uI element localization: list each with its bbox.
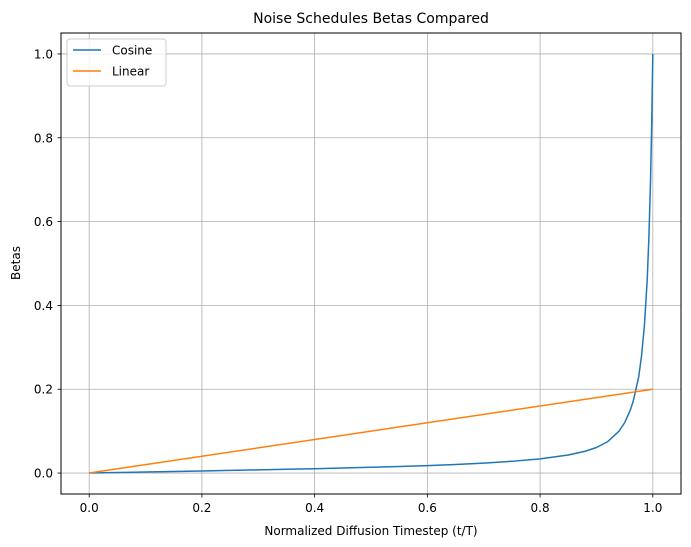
legend-label-cosine: Cosine [112,44,152,58]
y-tick-label: 1.0 [34,47,53,61]
grid-lines [61,33,681,494]
x-axis-label: Normalized Diffusion Timestep (t/T) [264,524,477,538]
legend: Cosine Linear [66,38,167,87]
x-tick-label: 0.8 [531,501,550,515]
y-tick-label: 0.6 [34,215,53,229]
series-line-linear [89,388,653,474]
y-tick-label: 0.4 [34,299,53,313]
y-tick-label: 0.8 [34,131,53,145]
plot-area-frame [60,32,682,495]
x-tick-label: 1.0 [643,501,662,515]
y-axis-label: Betas [9,246,23,280]
x-tick-label: 0.2 [192,501,211,515]
axis-ticks: 0.0 0.2 0.4 0.6 0.8 1.0 0.0 0.2 0.4 0.6 0.8 1.0 [34,47,662,515]
legend-label-linear: Linear [112,65,149,79]
y-tick-label: 0.2 [34,383,53,397]
x-tick-label: 0.0 [80,501,99,515]
x-tick-label: 0.4 [305,501,324,515]
series-lines [89,53,654,474]
y-tick-label: 0.0 [34,467,53,481]
chart-title: Noise Schedules Betas Compared [253,11,489,27]
series-line-cosine [89,53,654,474]
x-tick-label: 0.6 [418,501,437,515]
